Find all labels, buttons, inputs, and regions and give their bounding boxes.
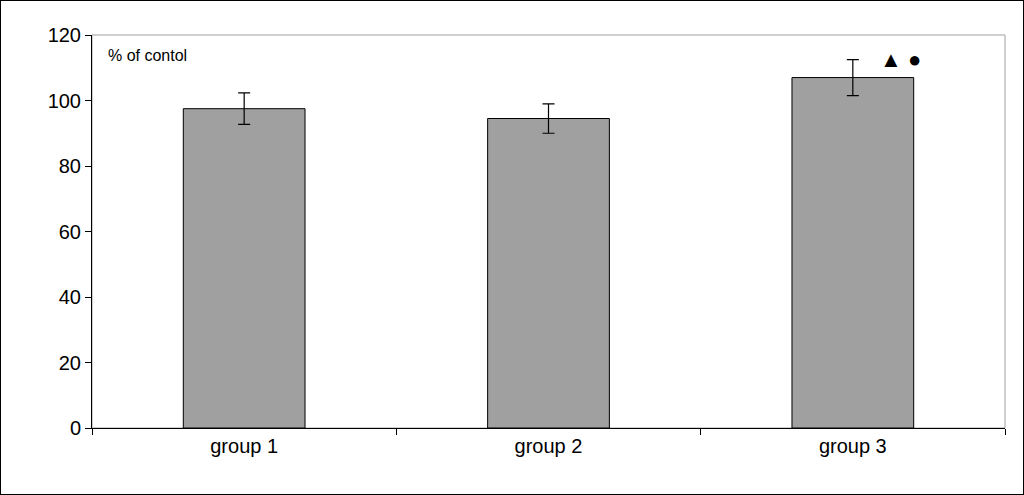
svg-text:80: 80 bbox=[59, 155, 81, 177]
svg-text:group 3: group 3 bbox=[819, 435, 887, 457]
svg-text:120: 120 bbox=[48, 24, 81, 46]
svg-text:40: 40 bbox=[59, 286, 81, 308]
svg-text:60: 60 bbox=[59, 221, 81, 243]
svg-text:0: 0 bbox=[70, 417, 81, 439]
svg-text:▲ ●: ▲ ● bbox=[880, 47, 921, 72]
svg-text:group 2: group 2 bbox=[515, 435, 583, 457]
svg-text:20: 20 bbox=[59, 352, 81, 374]
svg-text:group 1: group 1 bbox=[210, 435, 278, 457]
svg-text:100: 100 bbox=[48, 90, 81, 112]
svg-text:% of contol: % of contol bbox=[108, 47, 187, 64]
